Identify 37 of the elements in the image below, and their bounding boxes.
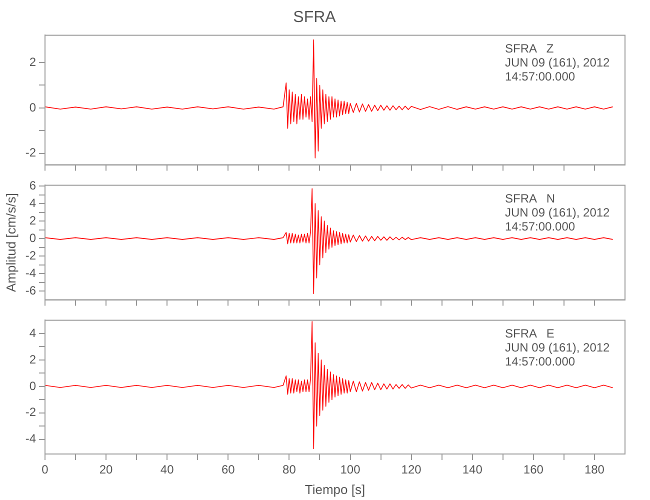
y-tick-label: 2: [29, 352, 36, 366]
y-tick-label: 0: [29, 100, 36, 114]
y-tick-label: -6: [25, 283, 36, 298]
y-tick-label: 0: [29, 378, 36, 393]
annotation: SFRA E: [505, 326, 554, 341]
y-tick-label: 6: [29, 178, 36, 192]
annotation: JUN 09 (161), 2012: [505, 340, 610, 355]
y-tick-label: 4: [29, 326, 36, 340]
annotation: 14:57:00.000: [505, 70, 576, 84]
y-tick-label: -4: [25, 266, 36, 280]
y-tick-label: -2: [25, 405, 36, 420]
x-tick-label: 80: [282, 462, 296, 477]
x-tick-label: 160: [523, 462, 544, 477]
y-tick-label: -4: [25, 432, 36, 446]
y-axis-title: Amplitud [cm/s/s]: [3, 193, 18, 292]
y-tick-label: -2: [25, 248, 36, 262]
x-tick-label: 0: [42, 462, 49, 477]
x-tick-label: 100: [340, 462, 361, 477]
annotation: JUN 09 (161), 2012: [505, 56, 610, 70]
chart-title: SFRA: [293, 9, 336, 26]
annotation: JUN 09 (161), 2012: [505, 206, 610, 220]
y-tick-label: 0: [29, 230, 36, 245]
annotation: SFRA N: [505, 192, 556, 206]
y-tick-label: 2: [29, 213, 36, 228]
x-tick-label: 40: [160, 462, 174, 477]
x-tick-label: 20: [99, 462, 114, 477]
y-tick-label: 2: [29, 54, 36, 69]
annotation: 14:57:00.000: [505, 354, 576, 369]
annotation: 14:57:00.000: [505, 220, 576, 234]
x-axis-title: Tiempo [s]: [304, 482, 366, 497]
x-tick-label: 120: [401, 462, 422, 477]
x-tick-label: 180: [584, 462, 605, 477]
y-tick-label: 4: [29, 196, 36, 210]
y-tick-label: -2: [25, 146, 36, 160]
annotation: SFRA Z: [505, 42, 554, 56]
x-tick-label: 140: [462, 462, 483, 477]
x-tick-label: 60: [221, 462, 236, 477]
